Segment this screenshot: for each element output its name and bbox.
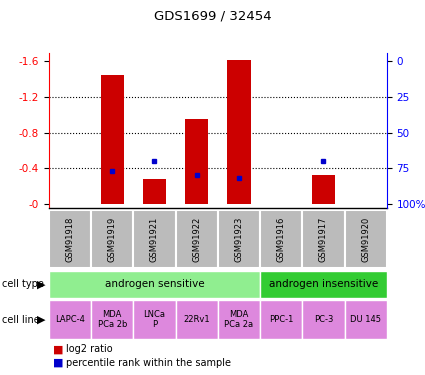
Bar — [302, 300, 345, 339]
Bar — [345, 300, 387, 339]
Text: GSM91922: GSM91922 — [192, 216, 201, 262]
Text: PC-3: PC-3 — [314, 315, 333, 324]
Text: MDA
PCa 2b: MDA PCa 2b — [98, 310, 127, 329]
Text: MDA
PCa 2a: MDA PCa 2a — [224, 310, 253, 329]
Text: GSM91916: GSM91916 — [277, 216, 286, 262]
Bar — [176, 300, 218, 339]
Text: GSM91921: GSM91921 — [150, 216, 159, 262]
Bar — [133, 300, 176, 339]
Text: GDS1699 / 32454: GDS1699 / 32454 — [154, 9, 271, 22]
Text: ▶: ▶ — [37, 315, 46, 325]
Bar — [143, 179, 166, 204]
Bar — [218, 210, 260, 268]
Text: GSM91917: GSM91917 — [319, 216, 328, 262]
Bar — [218, 300, 260, 339]
Text: ■: ■ — [53, 357, 64, 368]
Text: cell type: cell type — [2, 279, 44, 290]
Text: LNCa
P: LNCa P — [144, 310, 165, 329]
Bar — [49, 271, 260, 298]
Text: percentile rank within the sample: percentile rank within the sample — [66, 357, 231, 368]
Text: GSM91920: GSM91920 — [361, 216, 370, 262]
Bar — [302, 210, 345, 268]
Bar — [260, 210, 302, 268]
Text: ▶: ▶ — [37, 279, 46, 290]
Bar — [260, 271, 387, 298]
Bar — [101, 75, 124, 204]
Bar — [345, 210, 387, 268]
Bar — [176, 210, 218, 268]
Bar — [91, 210, 133, 268]
Text: cell line: cell line — [2, 315, 40, 325]
Bar — [49, 210, 91, 268]
Text: DU 145: DU 145 — [350, 315, 381, 324]
Text: log2 ratio: log2 ratio — [66, 344, 113, 354]
Text: androgen sensitive: androgen sensitive — [105, 279, 204, 290]
Bar — [260, 300, 302, 339]
Bar — [133, 210, 176, 268]
Bar — [312, 175, 335, 204]
Bar — [91, 300, 133, 339]
Text: 22Rv1: 22Rv1 — [183, 315, 210, 324]
Text: LAPC-4: LAPC-4 — [55, 315, 85, 324]
Text: androgen insensitive: androgen insensitive — [269, 279, 378, 290]
Text: GSM91923: GSM91923 — [235, 216, 244, 262]
Text: PPC-1: PPC-1 — [269, 315, 293, 324]
Bar — [49, 300, 91, 339]
Text: ■: ■ — [53, 344, 64, 354]
Bar — [227, 60, 251, 204]
Text: GSM91919: GSM91919 — [108, 216, 117, 262]
Bar — [185, 119, 208, 204]
Text: GSM91918: GSM91918 — [65, 216, 74, 262]
